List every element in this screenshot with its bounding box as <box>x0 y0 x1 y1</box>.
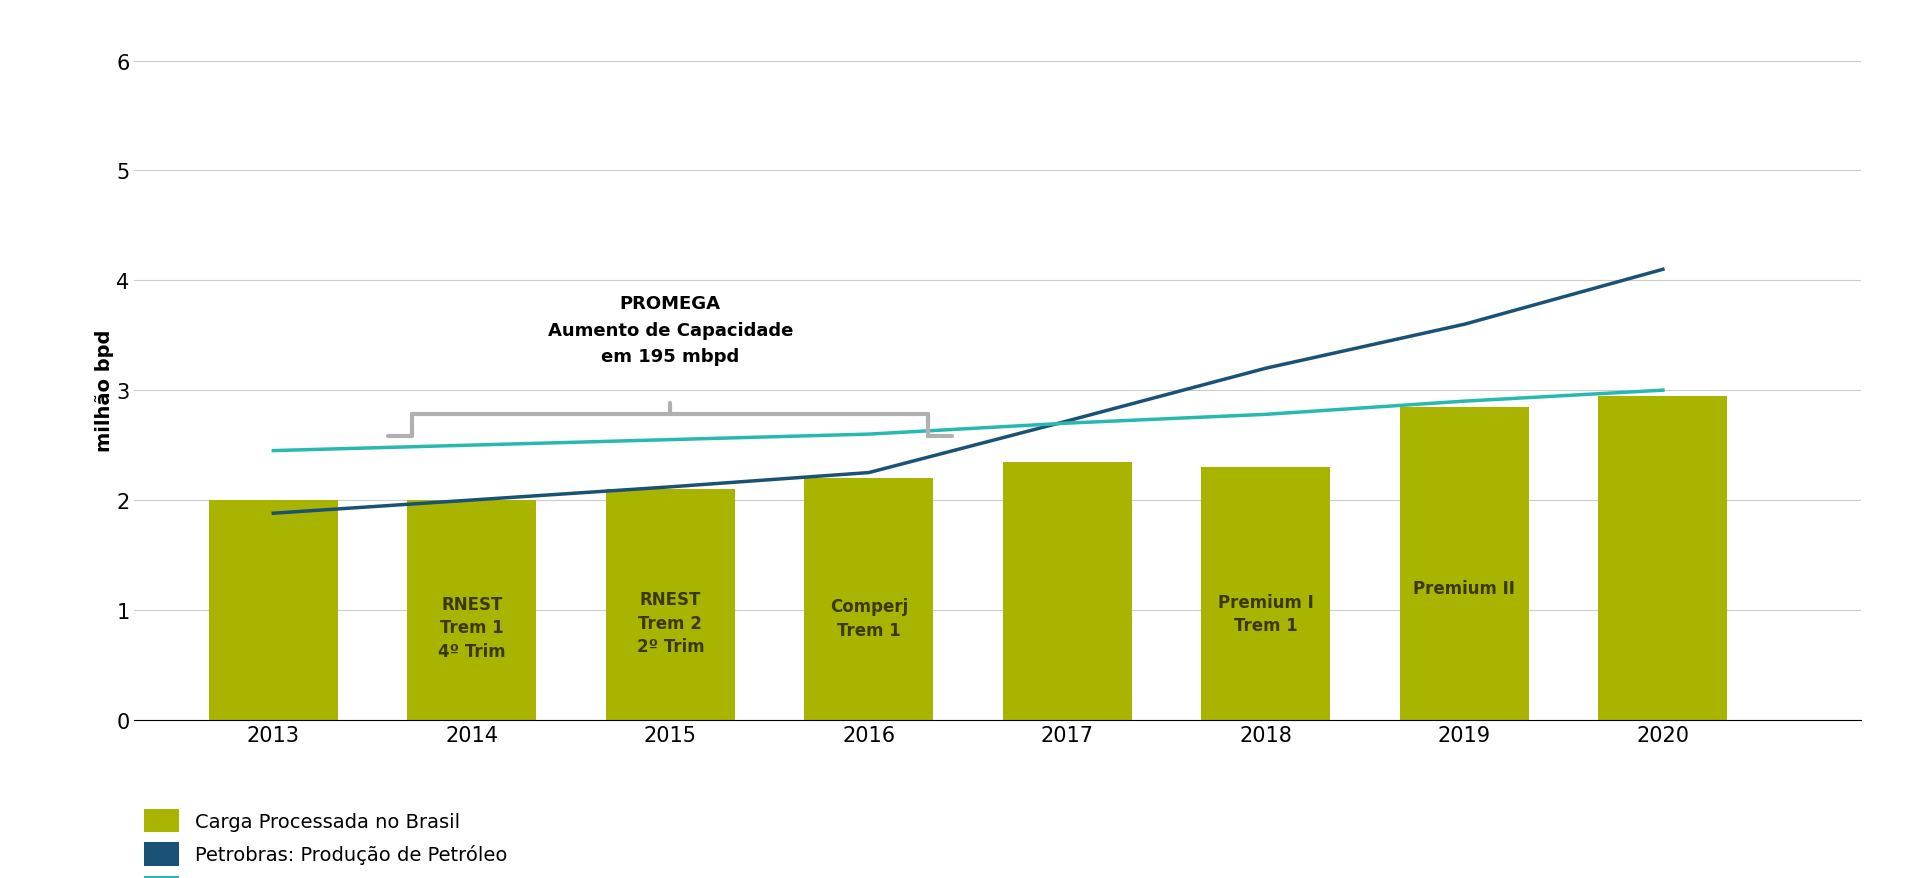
Text: RNEST
Trem 1
4º Trim: RNEST Trem 1 4º Trim <box>438 595 505 660</box>
Y-axis label: milhão bpd: milhão bpd <box>96 329 115 452</box>
Bar <box>1399 407 1529 720</box>
Bar <box>209 500 338 720</box>
Text: Comperj
Trem 1: Comperj Trem 1 <box>829 598 908 639</box>
Bar <box>1201 467 1330 720</box>
Bar <box>407 500 535 720</box>
Legend: Carga Processada no Brasil, Petrobras: Produção de Petróleo, Demanda por Derivad: Carga Processada no Brasil, Petrobras: P… <box>144 809 524 878</box>
Text: Premium I
Trem 1: Premium I Trem 1 <box>1219 594 1315 635</box>
Bar <box>606 489 735 720</box>
Text: RNEST
Trem 2
2º Trim: RNEST Trem 2 2º Trim <box>637 591 704 656</box>
Bar <box>1599 396 1727 720</box>
Text: PROMEGA
Aumento de Capacidade
em 195 mbpd: PROMEGA Aumento de Capacidade em 195 mbp… <box>547 295 793 366</box>
Bar <box>1004 462 1132 720</box>
Text: Premium II: Premium II <box>1414 579 1516 598</box>
Bar <box>804 479 933 720</box>
